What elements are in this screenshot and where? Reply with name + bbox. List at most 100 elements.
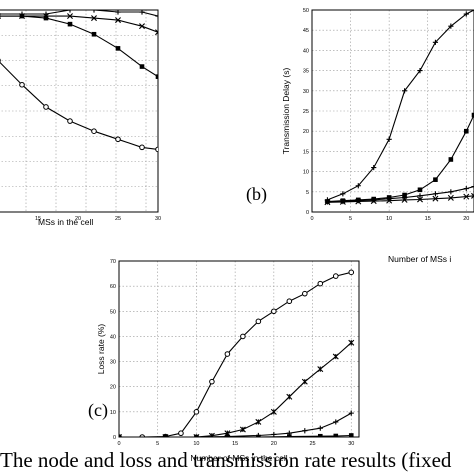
series-4-point <box>417 196 423 203</box>
x-tick-label: 30 <box>348 441 354 447</box>
series-1-point <box>178 430 184 437</box>
y-axis-label: Loss rate (%) <box>96 324 106 375</box>
series-4-point <box>115 136 121 143</box>
series-1-point <box>240 333 246 340</box>
series-group <box>119 269 355 437</box>
series-2-point <box>67 13 73 20</box>
series-3-point <box>317 425 323 431</box>
series-4-point <box>91 128 97 134</box>
series-3-point <box>355 198 361 204</box>
series-1-point <box>67 10 73 13</box>
panel-c: 0 5 10 15 20 25 30 0 10 20 30 40 50 60 70 Number of MSs… <box>96 259 360 463</box>
y-tick-label: 15 <box>303 149 309 155</box>
series-4-point <box>471 192 474 199</box>
series-4-point <box>447 194 454 201</box>
series-3-point <box>417 193 423 199</box>
series-1-point <box>115 10 121 15</box>
x-axis-label: MSs in the cell <box>38 217 93 227</box>
series-2-point <box>301 378 308 385</box>
series-1-line <box>0 10 158 17</box>
x-tick-label: 30 <box>155 216 161 222</box>
series-3-point <box>348 410 354 416</box>
series-3-line <box>0 15 158 78</box>
panel-b: 0 5 10 15 20 0 5 10 15 20 25 30 35 40 45 50 Number of MS… <box>281 8 474 264</box>
x-tick-label: 20 <box>75 216 81 222</box>
series-4-point <box>256 434 261 437</box>
series-2-point <box>255 418 262 425</box>
series-3-point <box>333 419 339 425</box>
y-tick-label: 60 <box>110 284 116 290</box>
series-1-point <box>139 10 145 15</box>
series-3-point <box>19 13 25 19</box>
series-4-point <box>67 118 73 124</box>
y-tick-label: 40 <box>110 334 116 340</box>
x-tick-label: 0 <box>310 216 313 222</box>
series-4-point <box>139 144 145 151</box>
panel-b-tag: (b) <box>246 184 267 205</box>
series-group <box>0 10 158 153</box>
y-tick-label: 50 <box>110 309 116 315</box>
y-tick-label: 45 <box>303 28 309 34</box>
series-4-point <box>119 434 122 437</box>
series-3-point <box>91 31 97 37</box>
series-1-point <box>155 13 158 19</box>
series-4-line <box>0 61 158 150</box>
y-tick-label: 10 <box>303 170 309 176</box>
plot-frame <box>118 260 360 438</box>
y-tick-label: 50 <box>303 8 309 14</box>
x-tick-label: 0 <box>117 441 120 447</box>
x-tick-label: 5 <box>156 441 159 447</box>
y-tick-label: 30 <box>303 89 309 95</box>
x-tick-label: 20 <box>271 441 277 447</box>
x-axis-label: Number of MSs i <box>388 254 451 264</box>
plot-frame <box>311 9 474 213</box>
series-4-point <box>19 81 25 88</box>
series-4-point <box>155 146 158 153</box>
series-4-point <box>355 198 362 205</box>
series-4-point <box>287 434 292 437</box>
panel-c-tag: (c) <box>88 400 108 421</box>
y-tick-label: 30 <box>110 360 116 366</box>
series-4-point <box>324 199 331 206</box>
series-4-point <box>432 195 439 202</box>
y-tick-label: 20 <box>110 385 116 391</box>
series-2-point <box>433 177 438 182</box>
series-1-point <box>302 290 308 297</box>
series-2-point <box>91 15 97 22</box>
series-2-point <box>208 432 215 437</box>
series-3-point <box>463 185 469 192</box>
figure-caption: The node and loss and transmission rate … <box>0 448 452 472</box>
series-4-point <box>386 197 393 204</box>
series-4-point <box>463 193 470 200</box>
series-4-point <box>194 434 199 437</box>
x-tick-label: 25 <box>309 441 315 447</box>
series-1-point <box>193 409 200 415</box>
x-tick-label: 20 <box>463 216 469 222</box>
series-1-point <box>386 136 392 142</box>
series-4-point <box>163 434 168 437</box>
series-4-line <box>119 434 352 437</box>
y-tick-label: 0 <box>306 210 309 216</box>
series-3-point <box>432 191 439 197</box>
series-4-point <box>401 196 408 203</box>
series-2-point <box>448 157 454 162</box>
series-1-point <box>224 351 231 357</box>
panel-a: 15 20 25 30 MSs in the cell <box>0 9 161 227</box>
series-3-point <box>448 189 454 195</box>
series-2-point <box>348 339 355 346</box>
series-3-point <box>115 46 121 51</box>
y-tick-label: 0 <box>113 435 116 441</box>
series-3-point <box>139 64 145 69</box>
series-1-point <box>355 183 361 189</box>
series-2-point <box>471 112 474 118</box>
series-2-point <box>239 426 246 433</box>
series-4-point <box>333 433 339 437</box>
series-1-point <box>91 10 97 13</box>
series-2-point <box>417 187 423 193</box>
x-tick-label: 10 <box>386 216 392 222</box>
x-axis-label: Number of MSs in the cell <box>190 453 287 463</box>
y-axis-label: Transmission Delay (s) <box>281 68 291 155</box>
y-tick-label: 25 <box>303 109 309 115</box>
x-tick-label: 15 <box>35 216 41 222</box>
